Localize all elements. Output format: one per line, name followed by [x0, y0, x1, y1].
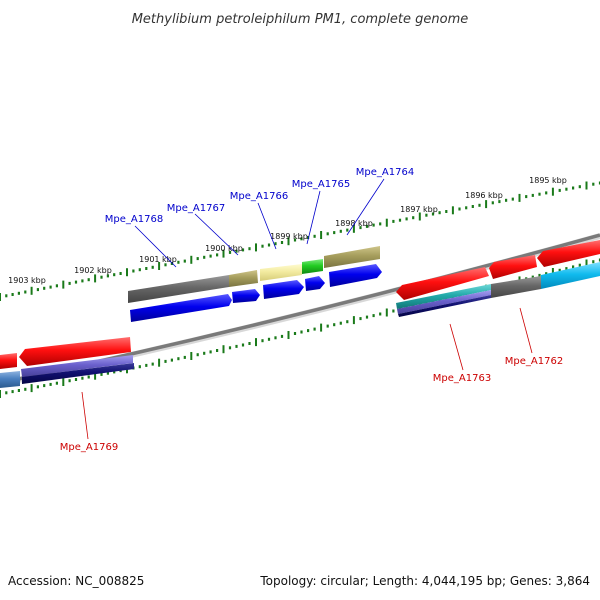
gene-arrow[interactable] [130, 294, 232, 322]
tick-label-1902: 1902 kbp [74, 266, 112, 275]
gene-feature[interactable] [302, 259, 323, 274]
gene-feature[interactable] [397, 290, 491, 314]
gene-feature[interactable] [324, 246, 380, 268]
gene-arrow[interactable] [305, 276, 325, 291]
scale-labels: 1895 kbp 1896 kbp 1897 kbp 1898 kbp 1899… [8, 176, 567, 285]
gene-arrow[interactable] [489, 255, 537, 279]
gene-feature[interactable] [128, 275, 229, 303]
accession-text: Accession: NC_008825 [8, 574, 144, 588]
lower-scale-ticks [0, 258, 600, 398]
forward-gene-features [128, 246, 382, 322]
tick-label-1896: 1896 kbp [465, 191, 503, 200]
callout-lines [81, 178, 533, 440]
gene-label-mpe-a1764[interactable]: Mpe_A1764 [356, 167, 414, 178]
gene-feature[interactable] [398, 295, 491, 317]
gene-arrow[interactable] [19, 337, 131, 366]
gene-feature[interactable] [491, 276, 541, 298]
gene-feature[interactable] [396, 284, 491, 309]
tick-label-1899: 1899 kbp [270, 232, 308, 241]
tick-label-1898: 1898 kbp [335, 219, 373, 228]
reverse-gene-features [0, 240, 600, 388]
gene-feature[interactable] [229, 270, 258, 287]
gene-label-mpe-a1766[interactable]: Mpe_A1766 [230, 191, 288, 202]
tick-label-1895: 1895 kbp [529, 176, 567, 185]
tick-label-1903: 1903 kbp [8, 276, 46, 285]
gene-feature[interactable] [22, 363, 134, 384]
gene-feature[interactable] [21, 355, 133, 377]
upper-scale-ticks [0, 181, 600, 301]
gene-label-mpe-a1763[interactable]: Mpe_A1763 [433, 373, 491, 384]
map-title: Methylibium petroleiphilum PM1, complete… [132, 12, 469, 27]
gene-feature[interactable] [541, 262, 600, 289]
gene-feature[interactable] [0, 371, 20, 388]
gene-label-mpe-a1767[interactable]: Mpe_A1767 [167, 203, 225, 214]
gene-label-mpe-a1762[interactable]: Mpe_A1762 [505, 356, 563, 367]
gene-label-mpe-a1769[interactable]: Mpe_A1769 [60, 442, 118, 453]
gene-arrow[interactable] [0, 353, 17, 369]
gene-arrow[interactable] [263, 280, 304, 299]
gene-arrow[interactable] [329, 264, 382, 287]
gene-arrow[interactable] [232, 289, 260, 303]
tick-label-1901: 1901 kbp [139, 255, 177, 264]
gene-feature[interactable] [260, 264, 302, 281]
gene-labels: Mpe_A1764 Mpe_A1765 Mpe_A1766 Mpe_A1767 … [60, 167, 563, 453]
gene-label-mpe-a1768[interactable]: Mpe_A1768 [105, 214, 163, 225]
gene-arrow[interactable] [537, 240, 600, 267]
gene-label-mpe-a1765[interactable]: Mpe_A1765 [292, 179, 350, 190]
tick-label-1897: 1897 kbp [400, 205, 438, 214]
tick-label-1900: 1900 kbp [205, 244, 243, 253]
genome-summary: Topology: circular; Length: 4,044,195 bp… [259, 574, 590, 588]
gene-arrow[interactable] [396, 267, 489, 300]
